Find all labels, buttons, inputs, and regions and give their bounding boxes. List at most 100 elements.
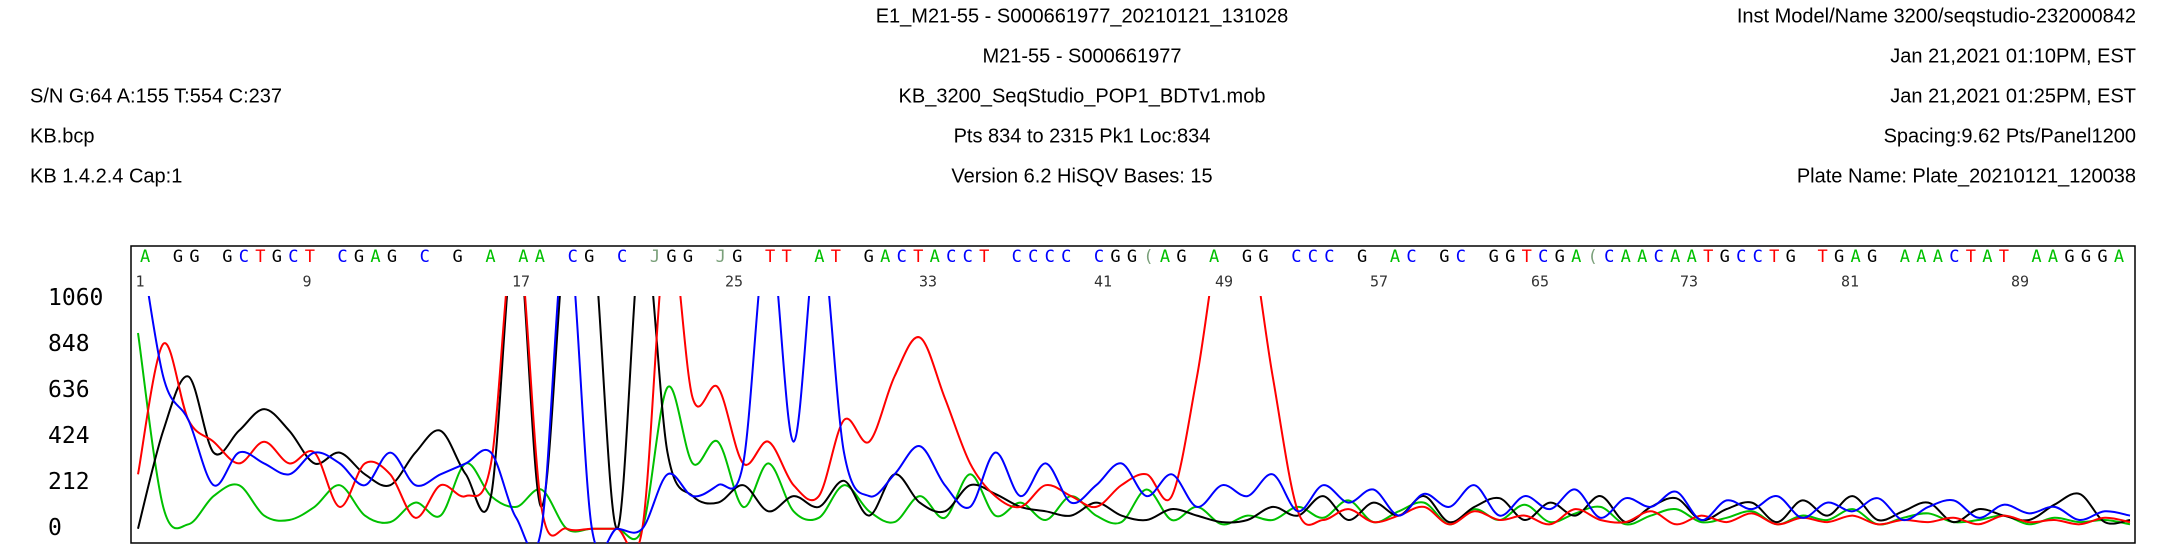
base-number: 73: [1680, 273, 1698, 291]
base-letter: C: [897, 247, 914, 267]
base-call: AAGGGA: [2031, 247, 2130, 267]
trace: [137, 332, 2131, 541]
base-letter: C: [1753, 247, 1770, 267]
base-letter: C: [1012, 247, 1028, 267]
base-letter: A: [535, 247, 552, 267]
y-tick-label: 0: [48, 515, 62, 541]
base-letter: A: [1900, 247, 1917, 267]
trace: [137, 296, 2131, 543]
base-letter: G: [1489, 247, 1506, 267]
base-number: 81: [1841, 273, 1859, 291]
base-letter: C: [1291, 247, 1308, 267]
base-number: 49: [1215, 273, 1233, 291]
base-letter: G: [452, 247, 469, 267]
base-call: GCTGCT: [222, 247, 321, 267]
base-letter: C: [1736, 247, 1753, 267]
base-letter: G: [1258, 247, 1275, 267]
base-call: AAACTAT: [1900, 247, 2016, 267]
base-letter: A: [485, 247, 502, 267]
base-letter: G: [584, 247, 601, 267]
header-right: Inst Model/Name 3200/seqstudio-232000842: [1737, 5, 2136, 27]
base-call: C: [420, 247, 437, 267]
traces: [137, 296, 2131, 543]
base-letter: C: [1045, 247, 1062, 267]
base-letter: C: [337, 247, 354, 267]
base-letter: C: [963, 247, 980, 267]
base-letter: T: [1769, 247, 1786, 267]
base-call: CGAG: [337, 247, 403, 267]
base-letter: G: [354, 247, 371, 267]
base-number: 1: [135, 273, 144, 291]
base-letter: G: [2097, 247, 2114, 267]
base-call: CCCC: [1012, 247, 1078, 267]
base-letter: T: [1966, 247, 1983, 267]
base-letter: G: [1110, 247, 1127, 267]
base-letter: A: [1916, 247, 1933, 267]
base-letter: A: [814, 247, 831, 267]
base-call: CCC: [1291, 247, 1341, 267]
base-letter: T: [1703, 247, 1720, 267]
base-call: G: [1357, 247, 1374, 267]
trace: [147, 296, 2131, 543]
base-letter: (: [1143, 247, 1160, 267]
base-letter: T: [1522, 247, 1539, 267]
base-number: 89: [2011, 273, 2029, 291]
base-letter: G: [1867, 247, 1884, 267]
base-number: 57: [1370, 273, 1388, 291]
header-left: S/N G:64 A:155 T:554 C:237: [30, 85, 282, 107]
base-letter: G: [2064, 247, 2081, 267]
header-right: Plate Name: Plate_20210121_120038: [1797, 165, 2136, 187]
base-letter: A: [1670, 247, 1687, 267]
base-letter: G: [387, 247, 404, 267]
base-number: 33: [919, 273, 937, 291]
base-letter: T: [1999, 247, 2016, 267]
y-tick-label: 212: [48, 469, 90, 495]
base-letter: J: [716, 247, 733, 267]
base-letter: G: [189, 247, 206, 267]
base-letter: A: [140, 247, 157, 267]
base-call: AT: [814, 247, 847, 267]
base-letter: T: [255, 247, 271, 267]
base-call: A: [1209, 247, 1226, 267]
base-call: JG: [716, 247, 749, 267]
y-tick-label: 1060: [48, 285, 103, 311]
base-letter: J: [650, 247, 667, 267]
base-letter: G: [1505, 247, 1522, 267]
base-call: GC: [1439, 247, 1472, 267]
base-letter: G: [1439, 247, 1456, 267]
base-letter: T: [913, 247, 930, 267]
base-letter: A: [1621, 247, 1638, 267]
base-letter: A: [1637, 247, 1654, 267]
header-left: KB 1.4.2.4 Cap:1: [30, 165, 182, 187]
base-letter: A: [370, 247, 387, 267]
base-letter: A: [2031, 247, 2048, 267]
base-letter: C: [946, 247, 963, 267]
base-letter: (: [1588, 247, 1605, 267]
base-letter: G: [1834, 247, 1851, 267]
base-letter: A: [1982, 247, 1999, 267]
base-letter: A: [1390, 247, 1407, 267]
trace: [137, 296, 2131, 530]
base-letter: C: [1028, 247, 1045, 267]
base-letter: G: [1720, 247, 1737, 267]
base-call: AC: [1390, 247, 1423, 267]
base-letter: A: [1160, 247, 1177, 267]
base-letter: C: [568, 247, 585, 267]
header-center: M21-55 - S000661977: [982, 45, 1181, 67]
base-letter: G: [732, 247, 749, 267]
y-tick-label: 636: [48, 377, 90, 403]
base-call: GG: [1242, 247, 1275, 267]
header-center: Pts 834 to 2315 Pk1 Loc:834: [954, 125, 1211, 147]
base-letter: C: [617, 247, 634, 267]
base-letter: A: [1571, 247, 1588, 267]
base-letter: C: [1061, 247, 1078, 267]
base-letter: C: [288, 247, 305, 267]
base-letter: G: [1176, 247, 1193, 267]
y-tick-label: 424: [48, 423, 90, 449]
base-number: 25: [725, 273, 743, 291]
base-call: C: [617, 247, 634, 267]
base-letter: G: [272, 247, 289, 267]
base-letter: C: [1406, 247, 1423, 267]
base-letter: T: [781, 247, 798, 267]
base-letter: A: [930, 247, 947, 267]
